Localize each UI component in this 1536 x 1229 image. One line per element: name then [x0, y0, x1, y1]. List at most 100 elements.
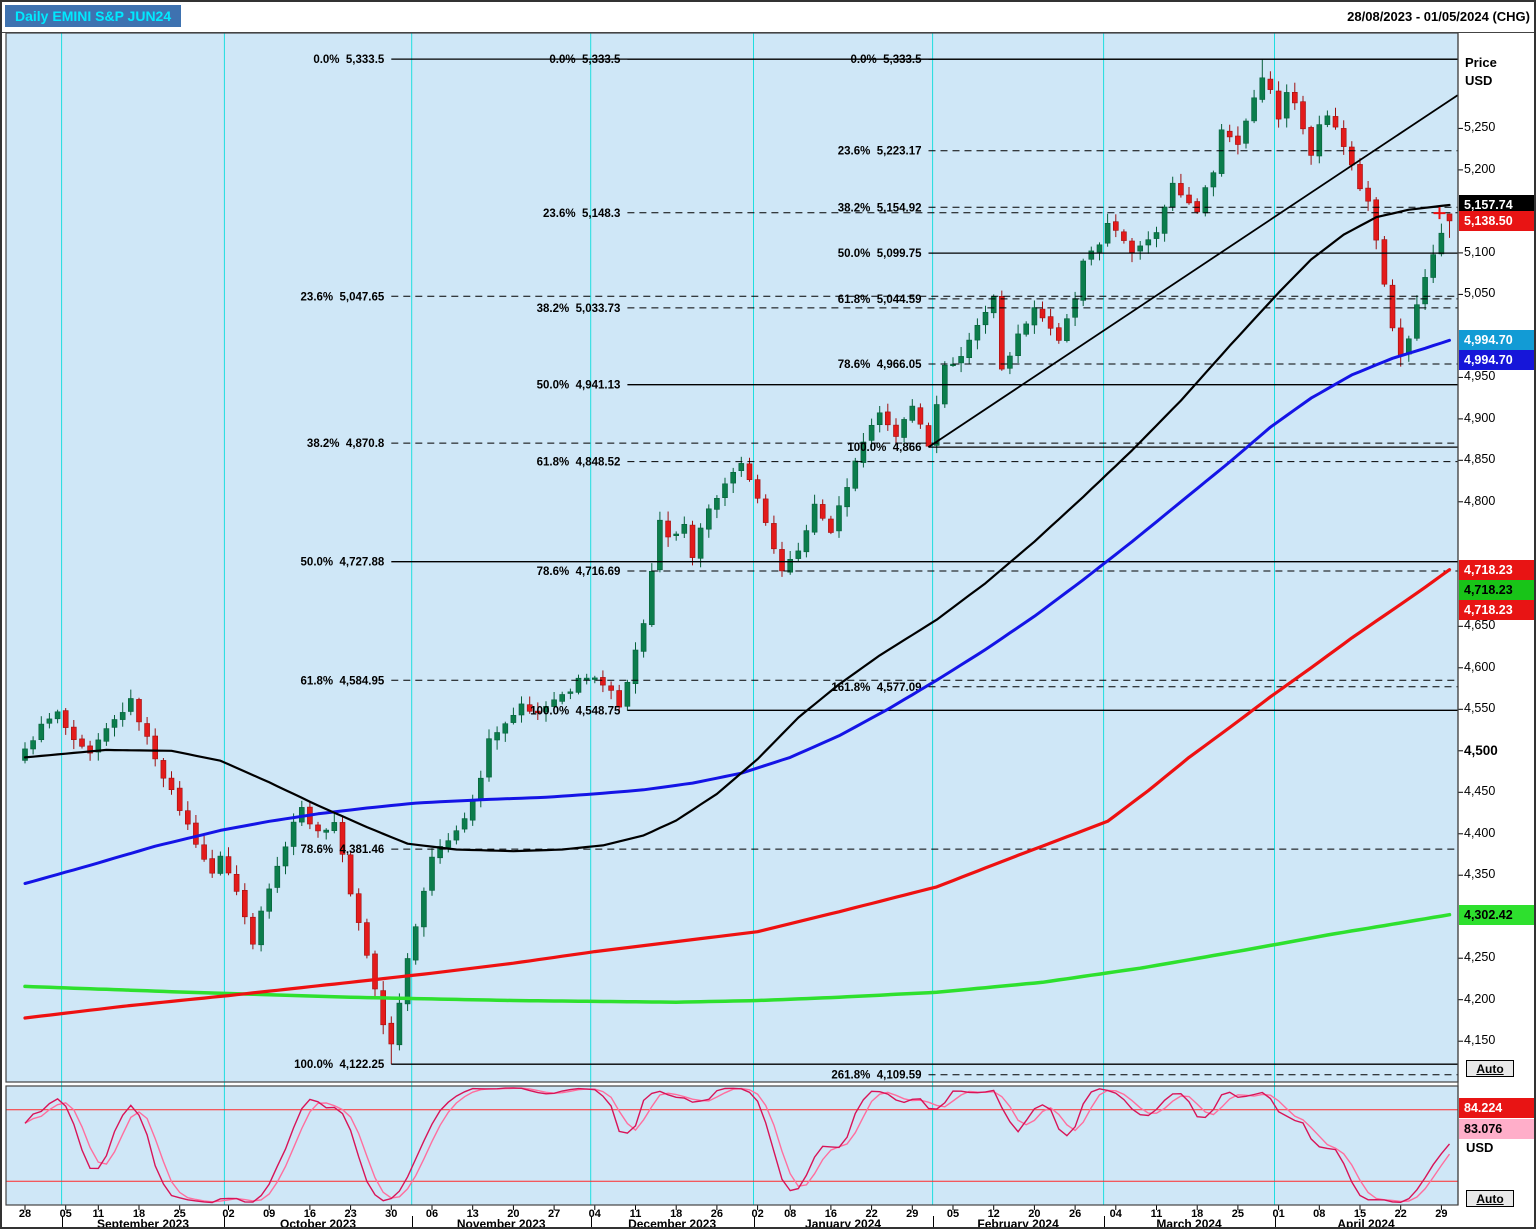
- price-axis-tick-label: 4,400: [1464, 825, 1496, 840]
- svg-text:50.0% 4,727.88: 50.0% 4,727.88: [301, 557, 385, 569]
- day-tick-label: 29: [906, 1208, 919, 1220]
- month-separator: [590, 1216, 592, 1227]
- svg-text:100.0% 4,548.75: 100.0% 4,548.75: [530, 705, 621, 717]
- day-tick-label: 13: [466, 1208, 479, 1220]
- chart-header: Daily EMINI S&P JUN24 28/08/2023 - 01/05…: [2, 2, 1534, 33]
- stoch-axis-currency-label: USD: [1466, 1140, 1494, 1155]
- day-tick-label: 09: [263, 1208, 276, 1220]
- price-axis-tick-label: 4,150: [1464, 1033, 1496, 1048]
- svg-text:161.8% 4,577.09: 161.8% 4,577.09: [831, 682, 921, 694]
- black-ma-price-tag: 5,157.74: [1459, 195, 1534, 215]
- svg-text:0.0% 5,333.5: 0.0% 5,333.5: [549, 54, 621, 66]
- svg-text:50.0% 4,941.13: 50.0% 4,941.13: [537, 380, 621, 392]
- price-axis-tick-label: 5,250: [1464, 120, 1496, 135]
- svg-text:23.6% 5,223.17: 23.6% 5,223.17: [838, 146, 922, 158]
- svg-text:0.0% 5,333.5: 0.0% 5,333.5: [313, 54, 385, 66]
- day-tick-label: 12: [987, 1208, 1000, 1220]
- month-label: February 2024: [977, 1217, 1059, 1229]
- price-axis-tick-label: 5,050: [1464, 286, 1496, 301]
- price-axis-tick-label: 4,850: [1464, 452, 1496, 467]
- svg-text:78.6% 4,716.69: 78.6% 4,716.69: [537, 566, 621, 578]
- price-axis-title-line2: USD: [1465, 73, 1493, 88]
- day-tick-label: 27: [547, 1208, 561, 1220]
- day-tick-label: 26: [1068, 1208, 1082, 1220]
- svg-text:78.6% 4,966.05: 78.6% 4,966.05: [838, 359, 922, 371]
- month-label: September 2023: [96, 1217, 190, 1229]
- svg-text:100.0% 4,122.25: 100.0% 4,122.25: [294, 1059, 385, 1071]
- day-tick-label: 08: [1313, 1208, 1326, 1220]
- price-axis-tick-label: 4,250: [1464, 950, 1496, 965]
- stoch-axis-auto-button[interactable]: Auto: [1466, 1190, 1514, 1207]
- day-tick-label: 22: [1394, 1208, 1407, 1220]
- day-tick-label: 04: [1109, 1208, 1122, 1220]
- red-price-tag-2: 4,718.23: [1459, 599, 1534, 620]
- day-tick-label: 01: [1272, 1208, 1285, 1220]
- svg-text:50.0% 5,099.75: 50.0% 5,099.75: [838, 248, 922, 260]
- price-axis-title-line1: Price: [1465, 55, 1497, 70]
- svg-text:38.2% 4,870.8: 38.2% 4,870.8: [307, 438, 385, 450]
- day-tick-label: 22: [865, 1208, 878, 1220]
- day-tick-label: 25: [173, 1208, 186, 1220]
- price-axis-tick-label: 4,950: [1464, 369, 1496, 384]
- price-axis-tick-label: 4,500: [1464, 742, 1498, 758]
- green-ma-price-tag: 4,302.42: [1459, 904, 1534, 925]
- month-label: April 2024: [1337, 1217, 1395, 1229]
- price-axis-tick-label: 4,450: [1464, 784, 1496, 799]
- day-tick-label: 02: [222, 1208, 235, 1220]
- day-tick-label: 15: [1353, 1208, 1367, 1220]
- day-tick-label: 08: [784, 1208, 797, 1220]
- red-ma-price-tag: 4,718.23: [1459, 559, 1534, 580]
- day-tick-label: 28: [18, 1208, 32, 1220]
- stoch-d-value-tag: 83.076: [1459, 1119, 1534, 1139]
- price-axis-tick-label: 5,200: [1464, 161, 1496, 176]
- svg-text:38.2% 5,033.73: 38.2% 5,033.73: [537, 303, 621, 315]
- teal-ma-price-tag: 4,994.70: [1459, 330, 1534, 351]
- price-axis-tick-label: 4,350: [1464, 867, 1496, 882]
- day-tick-label: 26: [710, 1208, 724, 1220]
- month-separator: [753, 1216, 755, 1227]
- day-tick-label: 05: [946, 1208, 960, 1220]
- price-axis-title: Price USD: [1465, 54, 1497, 90]
- price-axis-tick-label: 5,100: [1464, 244, 1496, 259]
- month-label: October 2023: [280, 1217, 357, 1229]
- month-label: January 2024: [805, 1217, 882, 1229]
- svg-text:78.6% 4,381.46: 78.6% 4,381.46: [301, 844, 385, 856]
- svg-text:38.2% 5,154.92: 38.2% 5,154.92: [838, 202, 922, 214]
- day-tick-label: 20: [1028, 1208, 1041, 1220]
- last-price-tag: 5,138.50: [1459, 210, 1534, 231]
- day-tick-label: 25: [1231, 1208, 1245, 1220]
- svg-text:261.8% 4,109.59: 261.8% 4,109.59: [831, 1070, 921, 1082]
- day-tick-label: 02: [751, 1208, 764, 1220]
- month-separator: [224, 1216, 226, 1227]
- day-tick-label: 11: [629, 1208, 642, 1220]
- month-separator: [61, 1216, 63, 1227]
- green-price-tag: 4,718.23: [1459, 579, 1534, 600]
- day-tick-label: 30: [385, 1208, 398, 1220]
- day-tick-label: 05: [59, 1208, 72, 1220]
- day-tick-label: 18: [670, 1208, 683, 1220]
- day-tick-label: 18: [1191, 1208, 1204, 1220]
- price-axis-auto-button[interactable]: Auto: [1466, 1060, 1514, 1077]
- svg-text:61.8% 4,848.52: 61.8% 4,848.52: [537, 457, 621, 469]
- svg-text:23.6% 5,148.3: 23.6% 5,148.3: [543, 208, 620, 220]
- svg-text:61.8% 5,044.59: 61.8% 5,044.59: [838, 294, 922, 306]
- month-separator: [932, 1216, 934, 1227]
- month-label: December 2023: [628, 1217, 717, 1229]
- day-tick-label: 18: [132, 1208, 146, 1220]
- month-label: November 2023: [456, 1217, 546, 1229]
- day-tick-label: 06: [425, 1208, 439, 1220]
- stoch-k-value-tag: 84.224: [1459, 1098, 1534, 1118]
- month-separator: [1103, 1216, 1105, 1227]
- day-tick-label: 20: [507, 1208, 520, 1220]
- svg-text:100.0% 4,866: 100.0% 4,866: [847, 442, 921, 454]
- svg-text:61.8% 4,584.95: 61.8% 4,584.95: [301, 675, 385, 687]
- svg-text:23.6% 5,047.65: 23.6% 5,047.65: [301, 291, 385, 303]
- price-axis-tick-label: 4,800: [1464, 493, 1496, 508]
- price-axis-tick-label: 4,200: [1464, 991, 1496, 1006]
- day-tick-label: 23: [344, 1208, 357, 1220]
- svg-text:0.0% 5,333.5: 0.0% 5,333.5: [851, 54, 923, 66]
- chart-title: Daily EMINI S&P JUN24: [5, 5, 182, 27]
- day-tick-label: 16: [303, 1208, 317, 1220]
